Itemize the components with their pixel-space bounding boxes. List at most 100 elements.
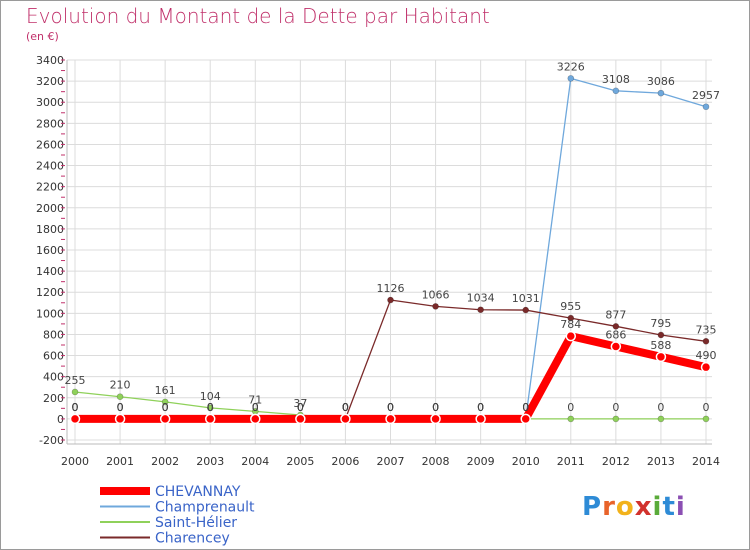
data-label-saint-h-lier: 0 (432, 401, 439, 414)
data-point-charencey (522, 306, 530, 314)
data-label-champrenault: 0 (72, 401, 79, 414)
x-tick-label: 2006 (331, 455, 359, 468)
y-tick-label: 200 (43, 392, 64, 405)
data-point-chevannay (475, 413, 486, 425)
y-tick-label: 2400 (36, 160, 64, 173)
data-label-charencey: 0 (162, 401, 169, 414)
y-tick-label: 600 (43, 350, 64, 363)
proxiti-logo: Proxiti (582, 492, 686, 522)
data-label-chevannay: 0 (522, 401, 529, 414)
data-label-chevannay: 588 (650, 339, 671, 352)
data-label-saint-h-lier: 71 (248, 393, 262, 406)
logo-letter: o (615, 492, 635, 522)
data-label-champrenault: 3108 (602, 73, 630, 86)
data-label-chevannay: 0 (207, 401, 214, 414)
data-label-saint-h-lier: 0 (657, 401, 664, 414)
data-label-champrenault: 0 (297, 401, 304, 414)
data-point-charencey (477, 306, 484, 314)
data-point-charencey (702, 338, 710, 345)
x-tick-label: 2014 (692, 455, 720, 468)
chart-subtitle: (en €) (26, 30, 59, 43)
data-label-champrenault: 0 (207, 401, 214, 414)
logo-letter: t (662, 492, 676, 522)
data-label-chevannay: 0 (72, 401, 79, 414)
data-point-saint-h-lier (612, 415, 620, 423)
data-label-saint-h-lier: 0 (342, 401, 349, 414)
data-point-chevannay (114, 413, 126, 425)
x-tick-label: 2003 (196, 455, 224, 468)
logo-letter: r (602, 492, 616, 522)
data-label-chevannay: 0 (162, 401, 169, 414)
data-label-saint-h-lier: 0 (567, 401, 574, 414)
x-tick-label: 2008 (422, 455, 450, 468)
legend-label-charencey: Charencey (155, 531, 230, 547)
data-point-chevannay (295, 413, 306, 425)
data-label-saint-h-lier: 255 (65, 374, 86, 387)
legend-label-chevannay: CHEVANNAY (155, 484, 241, 500)
y-tick-label: 2200 (36, 181, 64, 194)
data-label-chevannay: 490 (696, 349, 717, 362)
data-point-charencey (612, 323, 620, 330)
x-tick-label: 2012 (602, 455, 630, 468)
data-label-charencey: 0 (342, 401, 349, 414)
y-tick-label: 1400 (36, 265, 64, 278)
data-label-saint-h-lier: 0 (522, 401, 529, 414)
data-label-saint-h-lier: 104 (200, 390, 221, 403)
data-label-champrenault: 0 (342, 401, 349, 414)
data-label-chevannay: 686 (605, 328, 626, 341)
data-point-chevannay (520, 413, 531, 425)
y-tick-label: 2000 (36, 202, 64, 215)
data-point-chevannay (655, 351, 667, 363)
x-tick-label: 2011 (557, 455, 585, 468)
y-tick-label: 0 (57, 413, 64, 426)
data-label-champrenault: 0 (117, 401, 124, 414)
data-point-chevannay (385, 413, 396, 425)
data-label-saint-h-lier: 0 (703, 401, 710, 414)
data-point-chevannay (340, 413, 351, 425)
data-point-saint-h-lier (206, 404, 214, 412)
data-label-champrenault: 3226 (557, 60, 585, 73)
data-point-chevannay (430, 413, 441, 425)
y-tick-label: 1800 (36, 223, 64, 236)
data-label-charencey: 1066 (422, 288, 450, 301)
logo-letter: P (582, 492, 603, 522)
data-point-charencey (432, 303, 439, 310)
data-label-chevannay: 0 (387, 401, 394, 414)
data-label-saint-h-lier: 37 (293, 397, 307, 410)
data-point-champrenault (657, 89, 665, 97)
data-label-champrenault: 3086 (647, 75, 675, 88)
x-tick-label: 2005 (286, 455, 314, 468)
x-tick-label: 2009 (467, 455, 495, 468)
x-tick-label: 2000 (61, 455, 89, 468)
data-point-saint-h-lier (567, 415, 575, 423)
x-tick-label: 2001 (106, 455, 134, 468)
data-label-charencey: 955 (560, 300, 581, 313)
data-labels: 255 210 161 104 71 37 0 0 0 0 0 0 0 0 00 0 0 0 0 0 0 0 0 0 03226… (65, 60, 721, 414)
data-label-chevannay: 784 (560, 318, 581, 331)
legend: CHEVANNAYChamprenaultSaint-HélierCharenc… (100, 484, 255, 547)
data-label-charencey: 0 (297, 401, 304, 414)
data-label-champrenault: 2957 (692, 89, 720, 102)
data-point-charencey (567, 314, 575, 322)
data-label-saint-h-lier: 0 (387, 401, 394, 414)
data-point-chevannay (610, 341, 622, 352)
data-label-saint-h-lier: 0 (612, 401, 619, 414)
data-label-champrenault: 0 (387, 401, 394, 414)
data-point-charencey (657, 331, 665, 339)
data-point-saint-h-lier (657, 415, 665, 423)
data-label-charencey: 795 (650, 317, 671, 330)
y-tick-label: 2600 (36, 138, 64, 151)
data-point-champrenault (612, 87, 620, 95)
data-label-chevannay: 0 (252, 401, 259, 414)
data-label-charencey: 0 (72, 401, 79, 414)
data-label-charencey: 0 (207, 401, 214, 414)
y-tick-label: 1600 (36, 244, 64, 257)
data-label-charencey: 1031 (512, 292, 540, 305)
legend-label-champrenault: Champrenault (155, 500, 255, 516)
data-label-saint-h-lier: 210 (110, 379, 131, 392)
data-point-saint-h-lier (161, 398, 169, 406)
data-label-charencey: 1034 (467, 292, 495, 305)
y-tick-label: 400 (43, 371, 64, 384)
data-point-champrenault (702, 103, 710, 111)
